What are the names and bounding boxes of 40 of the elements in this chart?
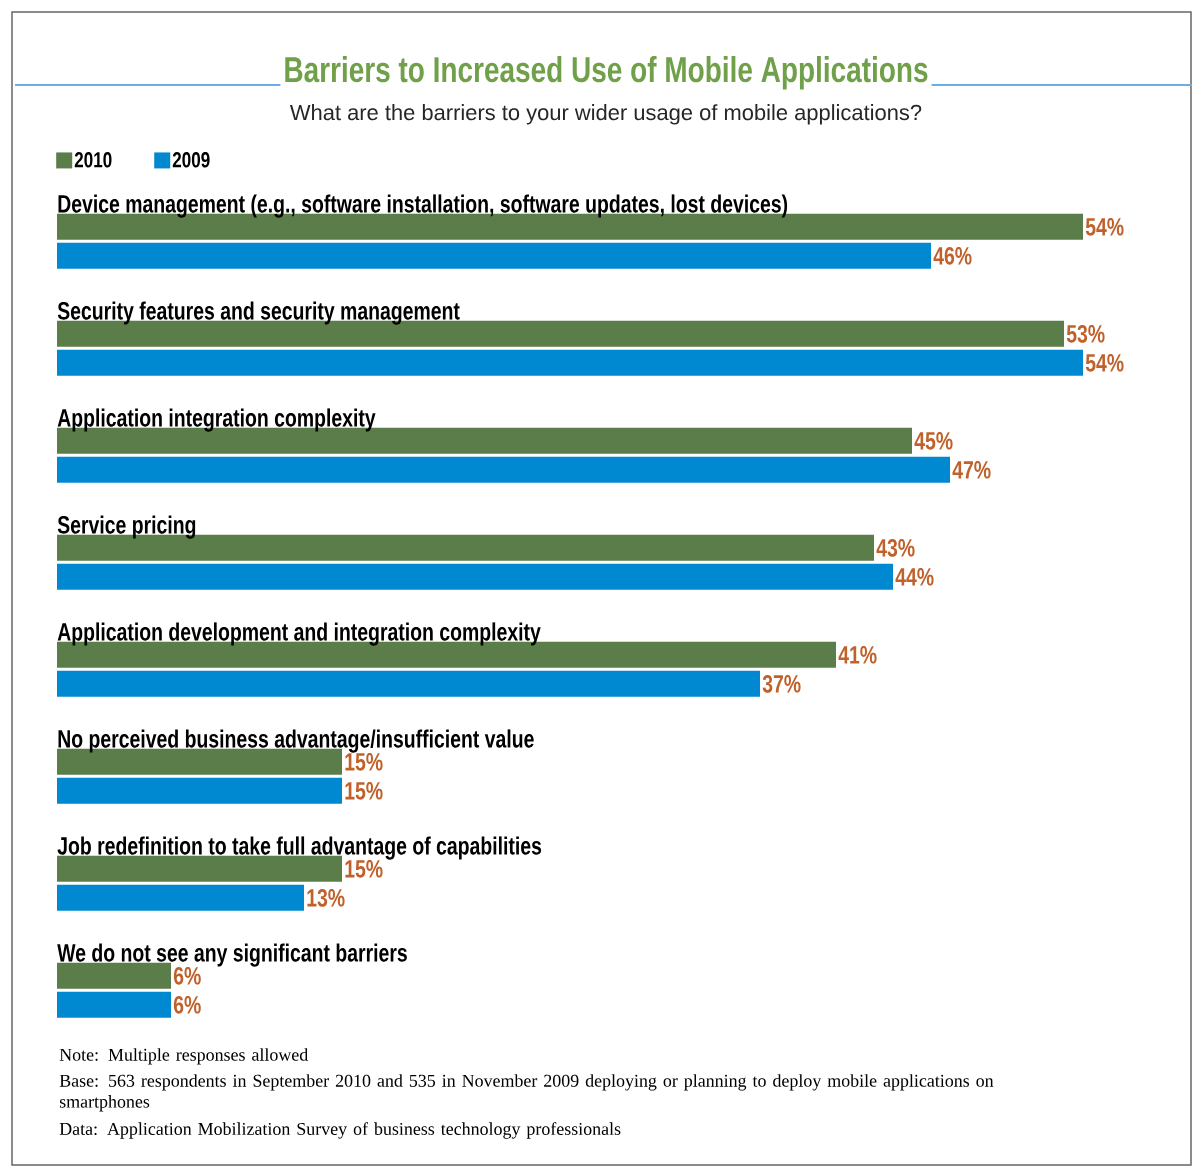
data-label: 45% bbox=[914, 432, 953, 450]
y-tick-label: Application development and integration complexity bbox=[57, 622, 541, 646]
bar bbox=[57, 777, 343, 804]
y-tick-label: We do not see any significant barriers bbox=[57, 943, 407, 967]
data-label: 6% bbox=[173, 996, 201, 1014]
bar bbox=[57, 884, 305, 911]
legend-label: 2010 bbox=[74, 152, 112, 168]
bar bbox=[57, 670, 761, 697]
data-label: 46% bbox=[933, 247, 972, 265]
bar bbox=[57, 962, 172, 989]
data-label: 54% bbox=[1085, 218, 1124, 236]
bar bbox=[57, 991, 172, 1018]
data-label: 53% bbox=[1066, 325, 1105, 343]
y-tick-label: Security features and security management bbox=[57, 301, 460, 325]
y-tick-label: Device management (e.g., software installation, software updates, lost devices) bbox=[58, 194, 788, 218]
data-label: 47% bbox=[952, 461, 991, 479]
data-label: 54% bbox=[1085, 354, 1124, 372]
data-label: 15% bbox=[345, 860, 383, 878]
y-tick-label: Job redefinition to take full advantage of capabilities bbox=[57, 836, 542, 860]
data-label: 15% bbox=[345, 753, 383, 771]
data-label: 13% bbox=[307, 889, 345, 907]
y-tick-label: Service pricing bbox=[57, 515, 196, 539]
text: Data: Application Mobilization Survey of business technology professionals bbox=[59, 1122, 621, 1139]
data-label: 44% bbox=[895, 568, 934, 586]
bar bbox=[57, 563, 894, 590]
data-label: 43% bbox=[876, 539, 915, 557]
data-label: 41% bbox=[838, 646, 877, 664]
y-tick-label: Application integration complexity bbox=[57, 408, 376, 432]
legend-label: 2009 bbox=[172, 152, 210, 168]
bar bbox=[57, 349, 1084, 376]
data-label: 37% bbox=[762, 675, 801, 693]
chart-subtitle: What are the barriers to your wider usage of mobile applications? bbox=[289, 104, 922, 125]
bar bbox=[57, 242, 932, 269]
text: Note: Multiple responses allowed bbox=[59, 1048, 309, 1065]
data-label: 6% bbox=[173, 967, 201, 985]
data-label: 15% bbox=[345, 782, 383, 800]
text: Base: 563 respondents in September 2010 and 535 in November 2009 deploying or planning to deploy mobile applications on smartphones bbox=[59, 1074, 994, 1112]
bar bbox=[57, 456, 951, 483]
chart-title: Barriers to Increased Use of Mobile Applications bbox=[285, 56, 928, 90]
y-tick-label: No perceived business advantage/insufficient value bbox=[58, 729, 534, 753]
